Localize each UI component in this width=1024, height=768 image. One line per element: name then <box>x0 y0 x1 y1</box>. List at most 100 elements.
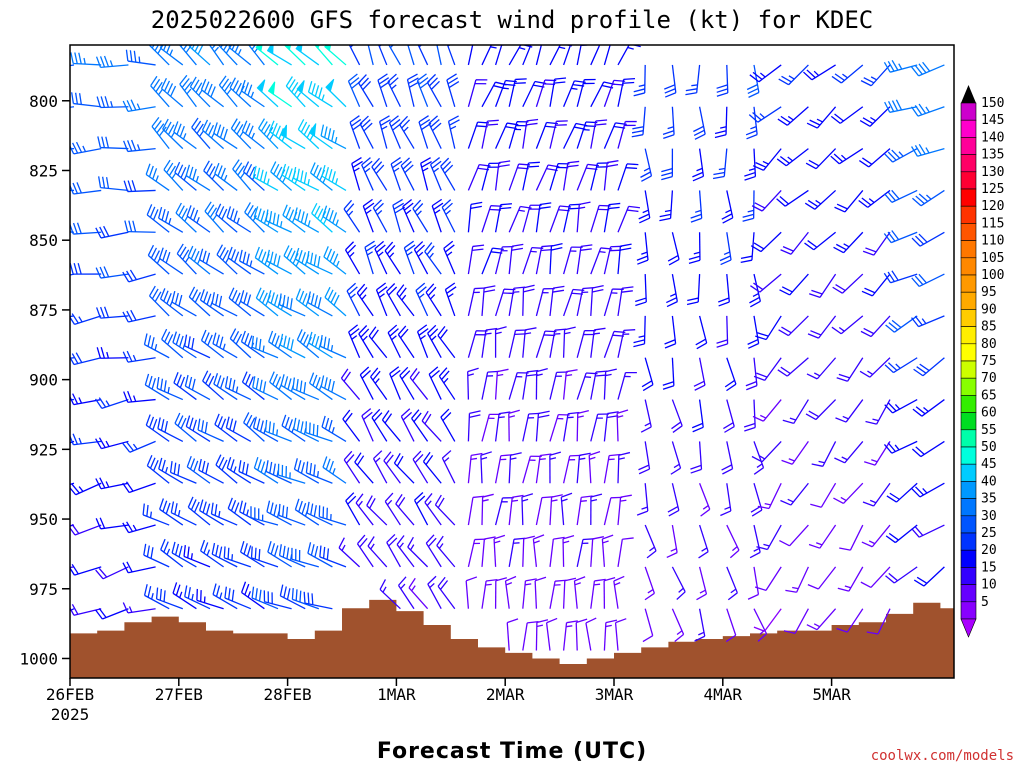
barb-feather <box>46 139 50 150</box>
barb-staff <box>412 458 429 484</box>
barb-feather <box>246 294 252 306</box>
barb-feather <box>70 566 75 576</box>
barb-feather <box>253 206 259 218</box>
barb-feather <box>174 412 181 424</box>
barb-staff <box>191 126 211 150</box>
barb-staff <box>844 190 864 213</box>
wind-barb <box>532 534 545 567</box>
barb-feather <box>151 377 156 390</box>
barb-feather <box>427 286 437 297</box>
barb-feather <box>421 410 429 422</box>
barb-feather <box>532 43 543 44</box>
barb-staff <box>877 608 891 635</box>
barb-feather <box>286 588 291 600</box>
barb-feather <box>379 115 390 123</box>
barb-feather <box>255 287 262 299</box>
barb-staff <box>269 130 293 150</box>
barb-feather <box>201 420 205 432</box>
colorbar-swatch <box>960 274 977 293</box>
barb-feather <box>549 451 562 456</box>
barb-staff <box>158 468 184 484</box>
barb-half-feather <box>577 415 584 419</box>
barb-half-feather <box>429 294 436 300</box>
wind-barb <box>862 482 891 507</box>
barb-staff <box>788 64 809 86</box>
barb-feather <box>430 119 440 128</box>
wind-barb <box>342 409 361 442</box>
barb-half-feather <box>381 125 388 130</box>
barb-staff <box>345 500 361 526</box>
barb-feather <box>70 144 75 155</box>
barb-feather <box>71 483 80 494</box>
barb-feather <box>200 329 207 341</box>
barb-feather <box>499 207 512 210</box>
barb-feather <box>268 330 274 342</box>
barb-feather <box>554 77 567 80</box>
barb-feather <box>99 477 106 489</box>
barb-feather <box>376 282 387 291</box>
wind-barb <box>603 411 619 442</box>
barb-feather <box>411 409 420 419</box>
barb-staff <box>346 290 361 317</box>
barb-half-feather <box>593 332 600 335</box>
barb-staff <box>308 91 333 108</box>
barb-feather <box>291 82 299 93</box>
wind-barb <box>198 458 224 484</box>
barb-half-feather <box>759 455 766 460</box>
barb-feather <box>104 96 110 108</box>
barb-half-feather <box>386 499 393 506</box>
wind-barb <box>372 450 388 484</box>
barb-feather <box>286 247 293 259</box>
barb-half-feather <box>753 547 760 552</box>
barb-staff <box>297 128 320 150</box>
wind-barb <box>214 162 238 191</box>
barb-staff <box>75 482 102 496</box>
barb-feather <box>177 415 184 427</box>
barb-staff <box>127 189 156 193</box>
barb-feather <box>324 126 328 138</box>
barb-staff <box>504 580 510 609</box>
barb-feather <box>688 255 701 261</box>
barb-half-feather <box>505 582 513 586</box>
barb-feather <box>631 130 644 134</box>
barb-staff <box>894 315 918 333</box>
barb-feather <box>239 500 243 512</box>
barb-feather <box>564 577 577 582</box>
wind-barb <box>70 566 75 569</box>
barb-feather <box>129 269 137 280</box>
barb-feather <box>888 322 899 331</box>
wind-barb <box>776 148 809 167</box>
barb-feather <box>222 249 229 261</box>
barb-half-feather <box>330 344 334 352</box>
barb-half-feather <box>150 592 154 600</box>
barb-staff <box>160 298 184 317</box>
barb-staff <box>265 220 292 233</box>
barb-feather <box>193 501 200 513</box>
barb-feather <box>320 124 325 136</box>
barb-feather <box>833 153 844 163</box>
barb-feather <box>396 455 404 467</box>
wind-barb <box>885 566 918 584</box>
barb-feather <box>911 146 919 157</box>
barb-half-feather <box>433 167 440 173</box>
wind-barb <box>481 119 499 149</box>
x-tick-label: 26FEB <box>46 685 94 704</box>
barb-half-feather <box>599 251 606 254</box>
barb-staff <box>215 464 238 484</box>
barb-feather <box>307 542 312 554</box>
barb-half-feather <box>502 87 509 90</box>
barb-feather <box>231 45 235 51</box>
barb-staff <box>403 247 415 275</box>
barb-feather <box>374 202 384 212</box>
barb-feather <box>386 245 396 255</box>
barb-feather <box>343 450 353 461</box>
wind-barb <box>156 376 184 401</box>
barb-feather <box>911 528 920 538</box>
barb-half-feather <box>399 542 404 549</box>
barb-feather <box>248 376 254 388</box>
barb-feather <box>386 533 396 543</box>
wind-barb <box>358 74 374 108</box>
wind-barb <box>70 482 75 486</box>
barb-feather <box>398 576 407 586</box>
barb-staff <box>467 288 476 317</box>
